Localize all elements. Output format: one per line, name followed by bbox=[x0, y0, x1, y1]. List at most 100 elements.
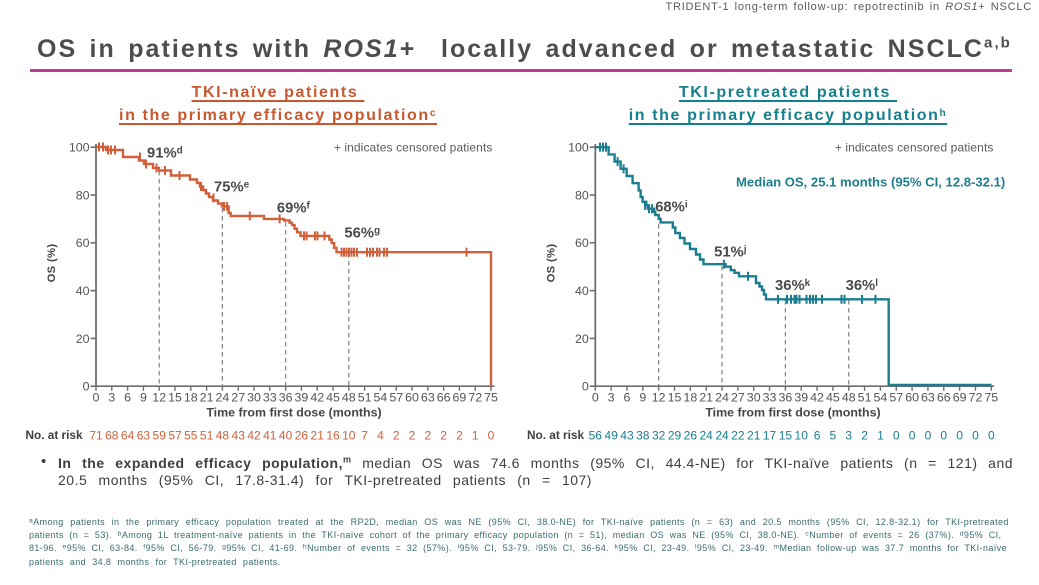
svg-text:69: 69 bbox=[953, 391, 967, 405]
svg-text:OS (%): OS (%) bbox=[546, 244, 558, 283]
svg-text:0: 0 bbox=[488, 429, 495, 443]
svg-text:57: 57 bbox=[889, 391, 903, 405]
svg-text:26: 26 bbox=[295, 429, 309, 443]
svg-text:59: 59 bbox=[153, 429, 167, 443]
svg-text:12: 12 bbox=[652, 391, 666, 405]
svg-text:0: 0 bbox=[83, 380, 90, 394]
svg-text:27: 27 bbox=[231, 391, 245, 405]
svg-text:17: 17 bbox=[763, 429, 777, 443]
svg-text:0: 0 bbox=[582, 380, 589, 394]
svg-text:39: 39 bbox=[295, 391, 309, 405]
svg-text:Time from first dose (months): Time from first dose (months) bbox=[206, 406, 381, 420]
svg-text:Time from first dose (months): Time from first dose (months) bbox=[705, 406, 880, 420]
svg-text:48: 48 bbox=[216, 429, 230, 443]
svg-text:45: 45 bbox=[326, 391, 340, 405]
svg-text:39: 39 bbox=[794, 391, 808, 405]
svg-text:33: 33 bbox=[763, 391, 777, 405]
svg-text:60: 60 bbox=[405, 391, 419, 405]
svg-text:21: 21 bbox=[200, 391, 214, 405]
svg-text:54: 54 bbox=[374, 391, 388, 405]
svg-text:3: 3 bbox=[108, 391, 115, 405]
svg-text:75%e: 75%e bbox=[214, 180, 250, 196]
svg-text:40: 40 bbox=[575, 284, 589, 298]
svg-text:15: 15 bbox=[168, 391, 182, 405]
svg-text:38: 38 bbox=[636, 429, 650, 443]
svg-text:0: 0 bbox=[956, 429, 963, 443]
svg-text:+ indicates censored patients: + indicates censored patients bbox=[334, 141, 493, 155]
svg-text:OS (%): OS (%) bbox=[46, 244, 58, 283]
svg-text:100: 100 bbox=[69, 141, 90, 155]
svg-text:21: 21 bbox=[699, 391, 713, 405]
svg-text:No. at risk: No. at risk bbox=[26, 428, 83, 442]
svg-text:16: 16 bbox=[326, 429, 340, 443]
svg-text:100: 100 bbox=[568, 141, 589, 155]
svg-text:2: 2 bbox=[393, 429, 400, 443]
svg-text:36: 36 bbox=[778, 391, 792, 405]
svg-text:0: 0 bbox=[592, 391, 599, 405]
svg-text:0: 0 bbox=[925, 429, 932, 443]
svg-text:32: 32 bbox=[652, 429, 666, 443]
svg-text:24: 24 bbox=[700, 429, 714, 443]
svg-text:6: 6 bbox=[814, 429, 821, 443]
svg-text:43: 43 bbox=[620, 429, 634, 443]
svg-text:75: 75 bbox=[484, 391, 498, 405]
svg-text:42: 42 bbox=[247, 429, 261, 443]
svg-text:6: 6 bbox=[124, 391, 131, 405]
svg-text:36%l: 36%l bbox=[846, 278, 879, 294]
svg-text:68%i: 68%i bbox=[655, 200, 688, 216]
svg-text:0: 0 bbox=[893, 429, 900, 443]
svg-text:48: 48 bbox=[842, 391, 856, 405]
svg-text:49: 49 bbox=[604, 429, 618, 443]
svg-text:51: 51 bbox=[858, 391, 872, 405]
svg-text:29: 29 bbox=[668, 429, 682, 443]
svg-text:48: 48 bbox=[342, 391, 356, 405]
svg-text:71: 71 bbox=[89, 429, 103, 443]
svg-text:18: 18 bbox=[683, 391, 697, 405]
svg-text:57: 57 bbox=[168, 429, 182, 443]
svg-text:2: 2 bbox=[456, 429, 463, 443]
svg-text:57: 57 bbox=[389, 391, 403, 405]
svg-text:6: 6 bbox=[624, 391, 631, 405]
svg-text:4: 4 bbox=[377, 429, 384, 443]
svg-text:54: 54 bbox=[874, 391, 888, 405]
svg-text:91%d: 91%d bbox=[147, 146, 183, 162]
svg-text:15: 15 bbox=[668, 391, 682, 405]
svg-text:10: 10 bbox=[795, 429, 809, 443]
svg-text:41: 41 bbox=[263, 429, 277, 443]
svg-text:3: 3 bbox=[608, 391, 615, 405]
svg-text:75: 75 bbox=[984, 391, 998, 405]
svg-text:24: 24 bbox=[216, 391, 230, 405]
svg-text:2: 2 bbox=[861, 429, 868, 443]
svg-text:0: 0 bbox=[988, 429, 995, 443]
svg-text:27: 27 bbox=[731, 391, 745, 405]
svg-text:0: 0 bbox=[940, 429, 947, 443]
svg-text:66: 66 bbox=[937, 391, 951, 405]
svg-text:1: 1 bbox=[877, 429, 884, 443]
svg-text:20: 20 bbox=[575, 332, 589, 346]
svg-text:80: 80 bbox=[575, 188, 589, 202]
svg-text:43: 43 bbox=[232, 429, 246, 443]
svg-text:60: 60 bbox=[575, 236, 589, 250]
svg-text:51%j: 51%j bbox=[714, 245, 747, 261]
svg-text:60: 60 bbox=[905, 391, 919, 405]
svg-text:55: 55 bbox=[184, 429, 198, 443]
svg-text:2: 2 bbox=[409, 429, 416, 443]
svg-text:22: 22 bbox=[731, 429, 745, 443]
svg-text:21: 21 bbox=[747, 429, 761, 443]
svg-text:21: 21 bbox=[311, 429, 325, 443]
svg-text:72: 72 bbox=[969, 391, 983, 405]
svg-text:No. at risk: No. at risk bbox=[527, 428, 584, 442]
svg-text:30: 30 bbox=[747, 391, 761, 405]
svg-text:Median OS, 25.1 months (95% CI: Median OS, 25.1 months (95% CI, 12.8-32.… bbox=[736, 175, 1005, 190]
svg-text:9: 9 bbox=[639, 391, 646, 405]
svg-text:68: 68 bbox=[105, 429, 119, 443]
svg-text:40: 40 bbox=[279, 429, 293, 443]
svg-text:51: 51 bbox=[200, 429, 214, 443]
svg-text:0: 0 bbox=[972, 429, 979, 443]
svg-text:0: 0 bbox=[93, 391, 100, 405]
svg-text:9: 9 bbox=[140, 391, 147, 405]
svg-text:26: 26 bbox=[684, 429, 698, 443]
svg-text:51: 51 bbox=[358, 391, 372, 405]
svg-text:36: 36 bbox=[279, 391, 293, 405]
svg-text:1: 1 bbox=[472, 429, 479, 443]
